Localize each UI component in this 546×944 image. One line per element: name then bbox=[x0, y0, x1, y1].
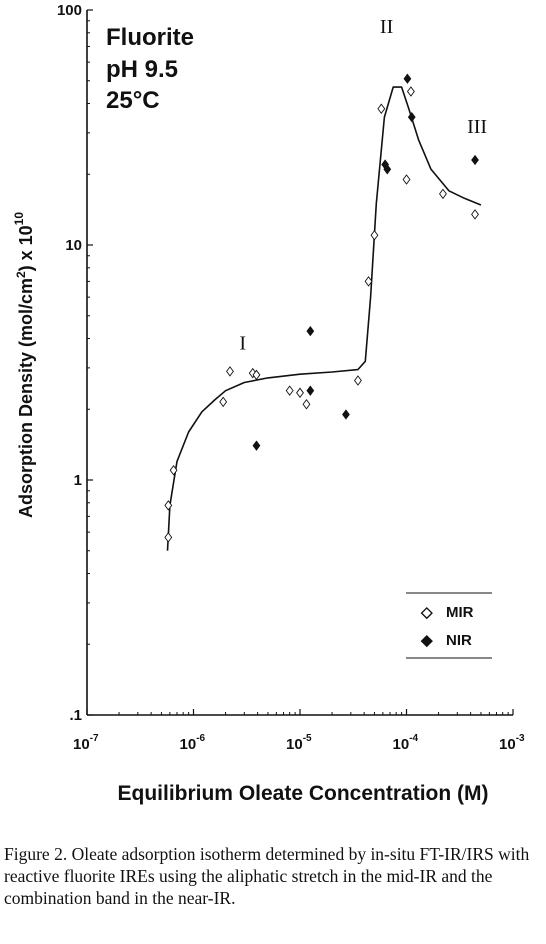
mir-point bbox=[354, 375, 362, 386]
legend-nir-label: NIR bbox=[446, 632, 472, 649]
region-label: III bbox=[467, 116, 487, 138]
y-axis-title-sup-2: 10 bbox=[12, 212, 26, 226]
annotation-line-3: 25°C bbox=[106, 87, 160, 114]
x-tick-label: 10-7 bbox=[73, 733, 99, 753]
y-axis-title: Adsorption Density (mol/cm2) x 1010 bbox=[12, 212, 36, 518]
nir-point bbox=[403, 73, 412, 84]
mir-point bbox=[296, 387, 304, 399]
nir-point bbox=[407, 111, 416, 123]
fit-curve bbox=[166, 86, 482, 551]
mir-point bbox=[377, 103, 386, 115]
mir-point bbox=[219, 396, 228, 408]
y-tick-label: 100 bbox=[57, 2, 82, 19]
y-tick-label: 10 bbox=[65, 237, 82, 254]
axis-ticks: 10-7 10-6 10-5 10-4 10-3 100 10 1 .1 bbox=[57, 2, 525, 753]
legend: ◇ MIR ◆ NIR bbox=[406, 592, 492, 659]
legend-nir-marker: ◆ bbox=[420, 632, 433, 649]
nir-point bbox=[383, 164, 392, 175]
legend-mir-label: MIR bbox=[446, 604, 474, 621]
mir-point bbox=[226, 366, 234, 377]
mir-point bbox=[364, 276, 373, 287]
mir-point bbox=[302, 399, 311, 410]
x-axis-title: Equilibrium Oleate Concentration (M) bbox=[117, 782, 488, 805]
nir-point bbox=[306, 385, 315, 396]
mir-point bbox=[402, 174, 411, 185]
mir-point bbox=[439, 188, 447, 200]
x-tick-label: 10-3 bbox=[499, 733, 525, 753]
annotation-line-1: Fluorite bbox=[106, 24, 194, 51]
mir-point bbox=[169, 465, 178, 476]
region-label: I bbox=[239, 332, 246, 354]
mir-point bbox=[285, 385, 294, 396]
mir-point bbox=[370, 230, 379, 241]
region-label: II bbox=[380, 16, 393, 38]
y-axis-title-sup-1: 2 bbox=[14, 271, 28, 278]
x-tick-label: 10-5 bbox=[286, 733, 312, 753]
x-tick-label: 10-6 bbox=[180, 733, 206, 753]
x-tick-label: 10-4 bbox=[393, 733, 419, 753]
chart: 10-7 10-6 10-5 10-4 10-3 100 10 1 .1 Fluorite pH… bbox=[12, 2, 525, 805]
mir-point bbox=[164, 532, 173, 543]
y-axis-title-part-2: ) x 10 bbox=[16, 225, 36, 271]
mir-point bbox=[164, 500, 173, 511]
legend-mir-marker: ◇ bbox=[420, 604, 433, 621]
mir-point bbox=[406, 86, 415, 97]
fit-curve-layer bbox=[166, 86, 482, 551]
mir-point bbox=[252, 369, 261, 381]
mir-point bbox=[471, 209, 479, 220]
y-axis-title-part-1: Adsorption Density (mol/cm bbox=[16, 278, 36, 518]
figure-caption: Figure 2. Oleate adsorption isotherm det… bbox=[4, 844, 530, 908]
nir-point bbox=[342, 409, 350, 420]
data-points bbox=[164, 73, 479, 543]
nir-point bbox=[252, 440, 261, 451]
y-tick-label: 1 bbox=[74, 472, 82, 489]
y-tick-label: .1 bbox=[69, 707, 82, 724]
nir-point bbox=[306, 325, 315, 337]
annotation-line-2: pH 9.5 bbox=[106, 56, 178, 83]
nir-point bbox=[471, 154, 479, 166]
